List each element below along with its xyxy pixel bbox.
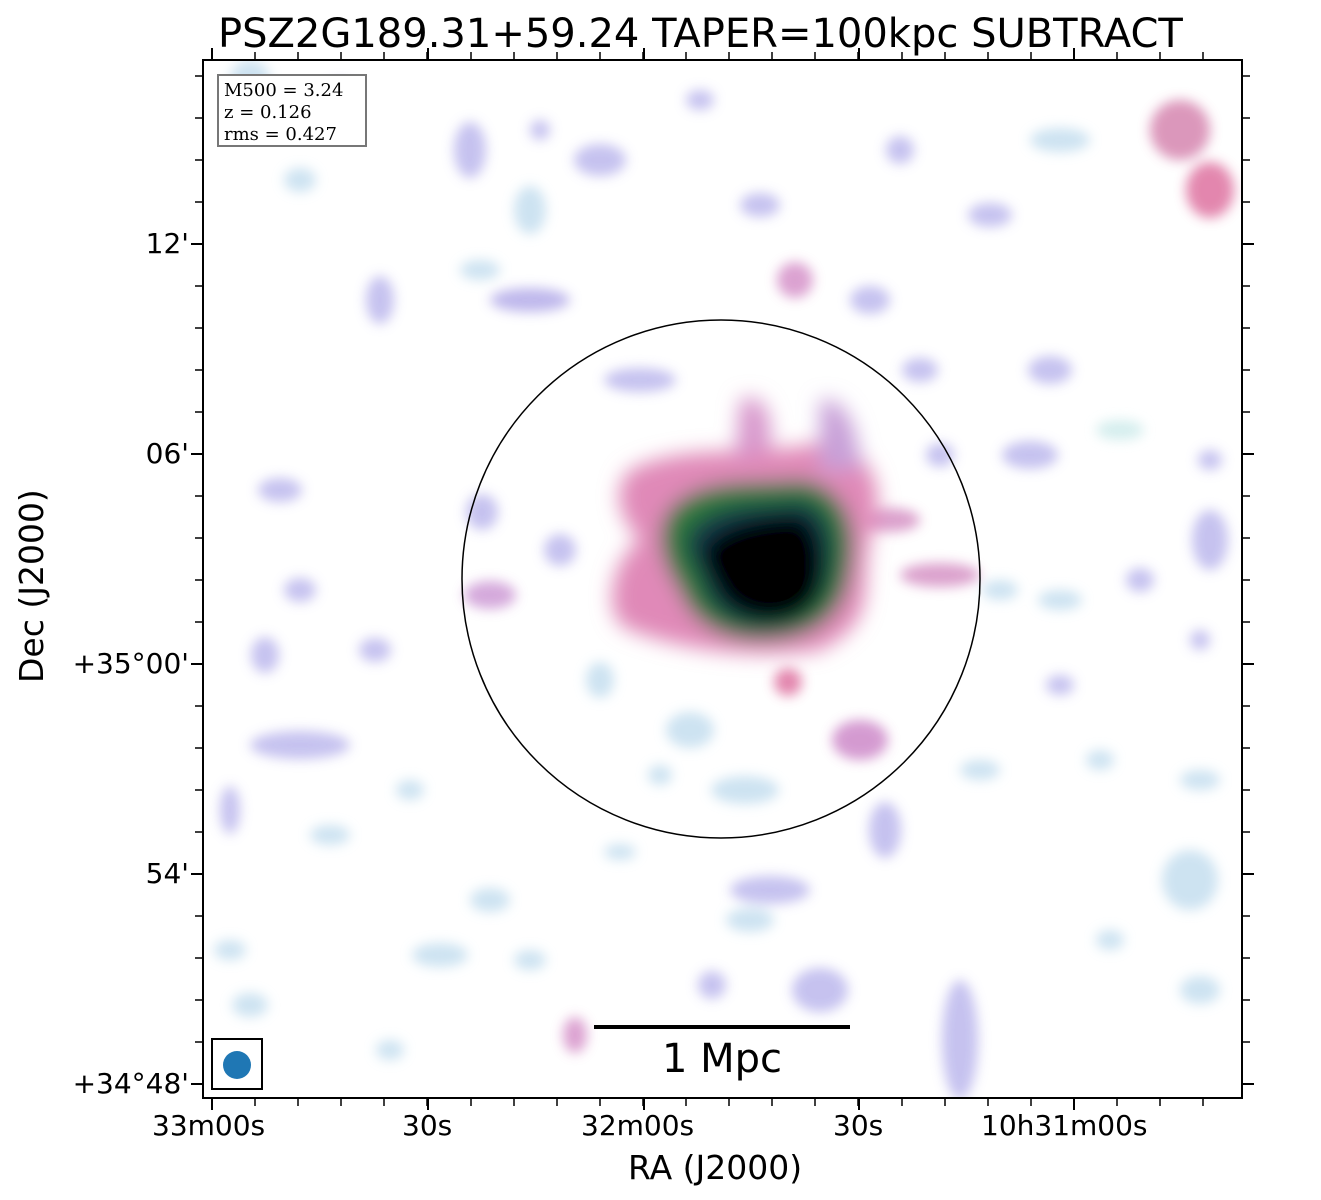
beam-box: [211, 1038, 263, 1090]
r500-circle: [461, 319, 981, 839]
x-tick-label: 10h31m00s: [981, 1109, 1148, 1142]
map-image: [203, 60, 1242, 1098]
scale-bar: [594, 1025, 850, 1029]
cluster-emission: [611, 397, 878, 654]
noise-blobs: [214, 60, 1234, 1098]
plot-title: PSZ2G189.31+59.24 TAPER=100kpc SUBTRACT: [218, 11, 1183, 57]
x-tick-label: 32m00s: [581, 1109, 695, 1142]
beam-ellipse: [223, 1051, 251, 1079]
info-mass: M500 = 3.24: [224, 80, 344, 101]
y-tick-label: +35°00': [72, 647, 189, 680]
scale-bar-label: 1 Mpc: [661, 1036, 783, 1082]
x-axis-label: RA (J2000): [628, 1148, 803, 1187]
y-tick-label: +34°48': [72, 1067, 189, 1100]
x-tick-label: 33m00s: [152, 1109, 266, 1142]
y-tick-label: 06': [145, 437, 189, 470]
info-redshift: z = 0.126: [224, 102, 312, 123]
y-axis-label: Dec (J2000): [12, 489, 51, 683]
x-tick-label: 30s: [402, 1109, 453, 1142]
x-ticks: [211, 48, 1075, 1110]
plot-frame: [202, 59, 1243, 1099]
info-rms: rms = 0.427: [224, 124, 337, 145]
y-minor-ticks: [195, 75, 1250, 1085]
x-minor-ticks: [254, 52, 1204, 1106]
y-tick-label: 12': [145, 227, 189, 260]
info-box: M500 = 3.24 z = 0.126 rms = 0.427: [217, 74, 367, 147]
y-tick-label: 54': [145, 857, 189, 890]
x-tick-label: 30s: [833, 1109, 884, 1142]
